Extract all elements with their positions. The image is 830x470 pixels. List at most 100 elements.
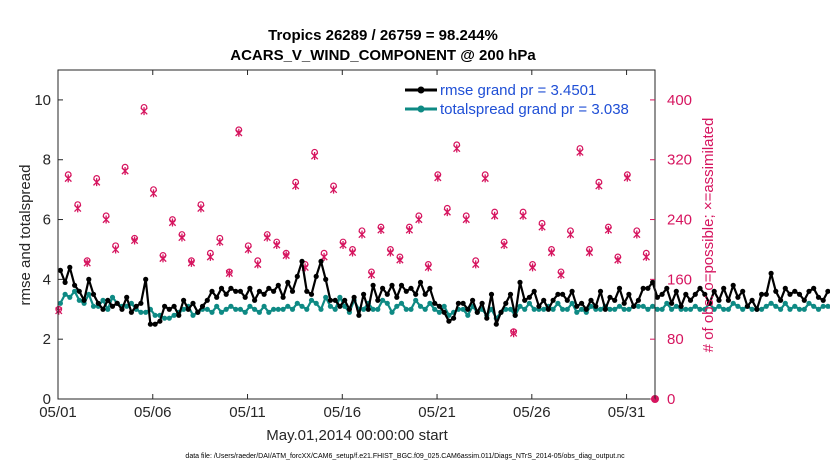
rmse-point: [488, 291, 495, 297]
rmse-point: [621, 300, 627, 306]
rmse-point: [195, 309, 201, 315]
totalspread-point: [555, 300, 561, 306]
legend-spread-marker: [417, 105, 425, 113]
data-file-footer: data file: /Users/raeder/DAI/ATM_forcXX/…: [185, 453, 625, 460]
totalspread-point: [550, 306, 556, 312]
rmse-point: [408, 285, 414, 291]
x-tick-label: 05/01: [39, 404, 77, 421]
totalspread-point: [541, 306, 547, 312]
totalspread-point: [252, 306, 258, 312]
totalspread-point: [659, 306, 665, 312]
totalspread-point: [683, 306, 689, 312]
rmse-point: [735, 294, 741, 300]
totalspread-point: [441, 303, 447, 309]
obs-assimilated-point: [254, 260, 262, 269]
legend-rmse-marker: [417, 86, 425, 94]
totalspread-point: [697, 306, 703, 312]
rmse-point: [361, 291, 367, 297]
totalspread-point: [105, 306, 111, 312]
rmse-point: [356, 312, 362, 318]
rmse-point: [560, 291, 566, 297]
totalspread-point: [413, 297, 419, 303]
obs-assimilated-point: [244, 245, 252, 254]
totalspread-point: [223, 306, 229, 312]
y-right-tick-label: 320: [667, 152, 692, 169]
y-tick-label: 4: [43, 271, 51, 288]
totalspread-point: [427, 300, 433, 306]
rmse-point: [503, 300, 509, 306]
rmse-point: [683, 291, 689, 297]
rmse-point: [81, 297, 87, 303]
totalspread-point: [90, 303, 97, 309]
y-right-tick-label: 0: [667, 391, 675, 408]
totalspread-point: [616, 303, 623, 309]
rmse-point: [645, 285, 651, 291]
obs-assimilated-point: [358, 230, 366, 239]
rmse-point: [256, 288, 262, 294]
totalspread-point: [228, 303, 234, 309]
totalspread-point: [711, 306, 717, 312]
obs-assimilated-point: [149, 189, 158, 198]
rmse-point: [204, 297, 210, 303]
totalspread-point: [332, 306, 338, 312]
rmse-point: [579, 300, 585, 306]
rmse-point: [95, 300, 101, 306]
rmse-point: [351, 294, 357, 300]
totalspread-point: [465, 312, 471, 318]
rmse-point: [531, 288, 537, 294]
rmse-point: [280, 294, 286, 300]
y-right-tick-label: 400: [667, 92, 692, 109]
obs-assimilated-point: [386, 248, 395, 257]
rmse-point: [365, 306, 371, 312]
obs-assimilated-point: [273, 240, 281, 249]
x-tick-label: 05/16: [324, 404, 362, 421]
totalspread-point: [607, 306, 613, 312]
rmse-point: [162, 303, 168, 309]
obs-assimilated-point: [500, 240, 508, 249]
obs-assimilated-point: [310, 151, 319, 160]
obs-assimilated-point: [292, 181, 300, 190]
obs-assimilated-point: [121, 166, 129, 175]
y-axis-right-label: # of obs: o=possible; ×=assimilated: [700, 118, 717, 353]
totalspread-point: [86, 291, 92, 297]
rmse-point: [394, 294, 400, 300]
rmse-point: [564, 297, 570, 303]
obs-assimilated-point: [604, 226, 613, 235]
rmse-point: [654, 294, 661, 300]
rmse-point: [190, 300, 196, 306]
rmse-point: [105, 297, 111, 303]
rmse-point: [541, 297, 547, 303]
rmse-point: [569, 288, 575, 294]
obs-assimilated-point: [633, 230, 641, 239]
rmse-point: [228, 285, 234, 291]
y-right-tick-label: 160: [667, 271, 692, 288]
rmse-point: [607, 294, 613, 300]
rmse-point: [669, 300, 675, 306]
rmse-point: [384, 291, 390, 297]
obs-assimilated-point: [614, 255, 622, 264]
totalspread-point: [138, 309, 144, 315]
x-tick-label: 05/26: [513, 404, 551, 421]
rmse-point: [451, 315, 457, 321]
totalspread-point: [218, 309, 225, 315]
rmse-point: [659, 291, 665, 297]
rmse-point: [181, 297, 187, 303]
obs-assimilated-point: [206, 252, 215, 261]
totalspread-point: [436, 309, 442, 315]
rmse-point: [631, 303, 637, 309]
rmse-point: [417, 279, 424, 285]
totalspread-point: [759, 306, 765, 312]
totalspread-point: [740, 306, 746, 312]
totalspread-point: [285, 303, 291, 309]
rmse-point: [346, 306, 352, 312]
rmse-point: [289, 288, 296, 294]
rmse-point: [702, 291, 708, 297]
rmse-point: [825, 288, 830, 294]
obs-assimilated-point: [424, 263, 432, 272]
rmse-line: [59, 260, 830, 326]
obs-assimilated-point: [348, 248, 357, 257]
rmse-point: [285, 279, 291, 285]
y-tick-label: 6: [43, 212, 51, 229]
rmse-point: [650, 279, 656, 285]
rmse-point: [721, 285, 727, 291]
